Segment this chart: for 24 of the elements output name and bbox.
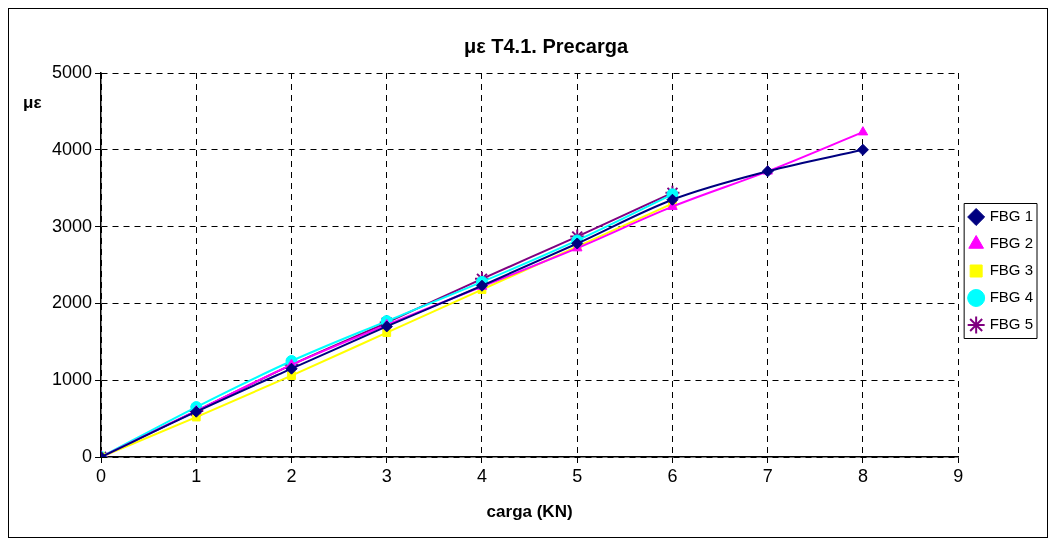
x-tick-label: 8 xyxy=(857,465,868,486)
x-tick-label: 7 xyxy=(762,465,773,486)
chart-title: με T4.1. Precarga xyxy=(463,34,629,57)
x-tick-label: 5 xyxy=(572,465,583,486)
legend-label: FBG 4 xyxy=(989,288,1034,306)
y-tick-label: 3000 xyxy=(52,215,93,236)
x-axis-title: carga (KN) xyxy=(486,502,573,522)
legend-label: FBG 3 xyxy=(989,261,1034,279)
legend-label: FBG 1 xyxy=(989,207,1034,225)
legend-label: FBG 5 xyxy=(989,315,1034,333)
x-tick-label: 1 xyxy=(191,465,202,486)
x-tick-label: 4 xyxy=(476,465,487,486)
y-tick-label: 5000 xyxy=(52,61,93,82)
y-tick-label: 2000 xyxy=(52,292,93,313)
y-tick-label: 1000 xyxy=(52,369,93,390)
x-tick-label: 9 xyxy=(953,465,964,486)
y-tick-label: 4000 xyxy=(52,138,93,159)
x-tick-label: 2 xyxy=(286,465,297,486)
y-tick-label: 0 xyxy=(82,445,93,466)
legend-label: FBG 2 xyxy=(989,234,1034,252)
x-tick-label: 6 xyxy=(667,465,678,486)
x-tick-label: 0 xyxy=(96,465,107,486)
x-tick-label: 3 xyxy=(381,465,392,486)
y-axis-title: με xyxy=(23,93,42,113)
